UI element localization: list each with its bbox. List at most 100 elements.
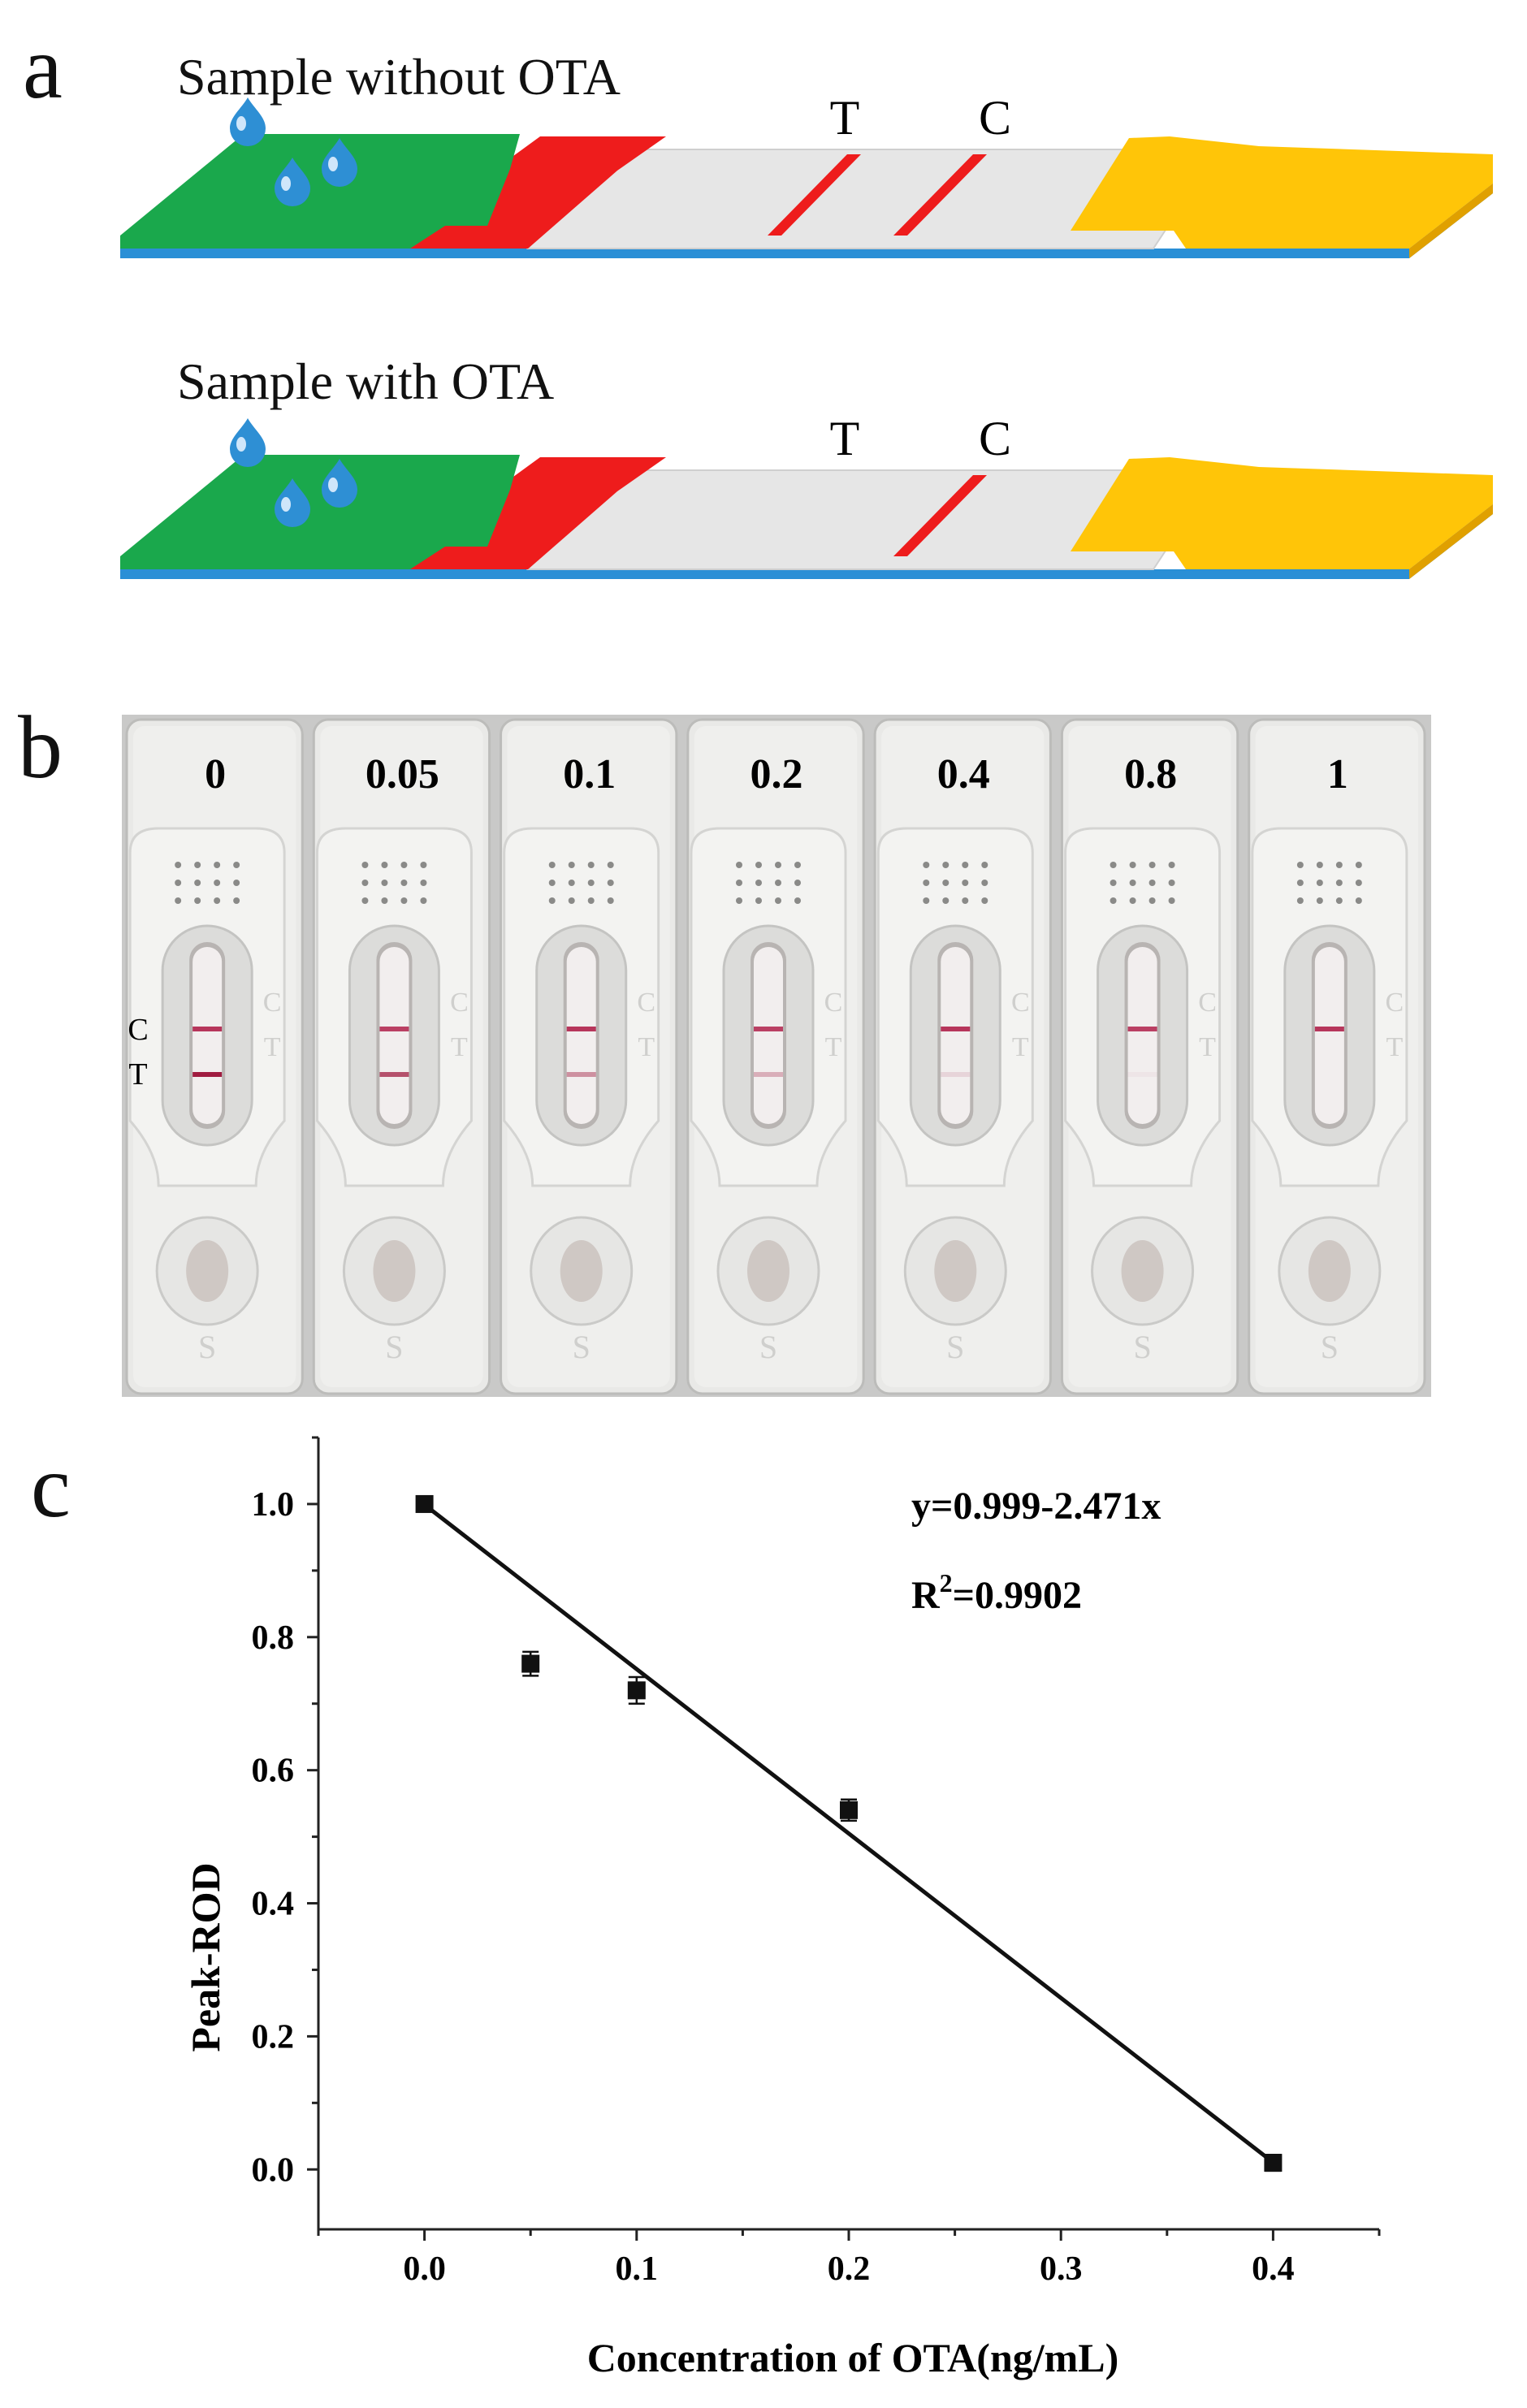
grip-dot [194, 897, 201, 904]
test-line-label: T [830, 412, 860, 465]
grip-dot [400, 880, 408, 886]
y-tick-label: 0.6 [252, 1753, 295, 1790]
concentration-label: 0.4 [937, 751, 990, 798]
sample-drop [322, 138, 357, 187]
grip-dot [923, 880, 930, 886]
grip-dot [1335, 880, 1343, 886]
grip-dot [794, 897, 801, 904]
grip-dot [755, 862, 762, 868]
absorbent-pad-edge [1409, 184, 1493, 258]
sample-drop-highlight [328, 478, 338, 492]
grip-dot [942, 897, 950, 904]
panel-c-chart: 0.0 0.2 0.4 0.6 0.8 1.0 0.0 0.1 0.2 0.3 0.4 y=0.99… [183, 1436, 1381, 2380]
grip-dot [1355, 897, 1362, 904]
x-tick-label: 0.2 [828, 2250, 871, 2288]
grip-dot [1129, 897, 1136, 904]
grip-dot [775, 897, 781, 904]
sample-drop [230, 97, 266, 146]
grip-dot [1296, 897, 1304, 904]
side-label-c: C [128, 1013, 148, 1047]
test-line-label: T [830, 91, 860, 145]
panel-a-letter: a [23, 18, 63, 117]
grip-dot [962, 897, 969, 904]
embossed-t-mark: T [451, 1032, 468, 1062]
grip-dot [981, 880, 988, 886]
grip-dot [361, 880, 369, 886]
data-point [415, 1494, 434, 1513]
grip-dot [214, 862, 221, 868]
cassette: 0.8 CT S [1060, 718, 1239, 1395]
grip-dot [400, 862, 408, 868]
grip-dot [1168, 897, 1175, 904]
x-axis-title: Concentration of OTA(ng/mL) [587, 2335, 1119, 2380]
grip-dot [1296, 880, 1304, 886]
grip-dot [568, 880, 575, 886]
grip-dot [214, 897, 221, 904]
embossed-c-mark: C [637, 988, 655, 1018]
y-tick-label: 0.2 [252, 2018, 295, 2056]
embossed-t-mark: T [264, 1032, 281, 1062]
cassette-test-line [754, 1072, 783, 1077]
grip-dot [194, 862, 201, 868]
data-point [1264, 2154, 1283, 2172]
cassette-test-line [566, 1072, 596, 1077]
y-tick-label: 0.4 [252, 1886, 295, 1923]
grip-dot [587, 897, 595, 904]
grip-dot [1355, 880, 1362, 886]
grip-dot [175, 897, 182, 904]
concentration-label: 0 [205, 751, 226, 798]
cassette-test-line [941, 1072, 971, 1077]
grip-dot [420, 897, 427, 904]
data-point [840, 1801, 858, 1819]
embossed-s-mark: S [198, 1329, 216, 1365]
backing-layer [120, 504, 1493, 579]
cassette: 0.4 CT S [873, 718, 1052, 1395]
grip-dot [1110, 880, 1117, 886]
grip-dot [400, 897, 408, 904]
grip-dot [175, 862, 182, 868]
embossed-s-mark: S [1133, 1329, 1151, 1365]
grip-dot [923, 862, 930, 868]
grip-dot [1316, 862, 1323, 868]
embossed-t-mark: T [1199, 1032, 1216, 1062]
grip-dot [175, 880, 182, 886]
grip-dot [1168, 862, 1175, 868]
absorbent-pad-edge [1409, 504, 1493, 579]
side-label-t: T [128, 1057, 147, 1092]
concentration-label: 0.05 [366, 751, 439, 798]
sample-well-inner [747, 1240, 789, 1302]
sample-well-inner [1308, 1240, 1351, 1302]
grip-dot [755, 880, 762, 886]
embossed-c-mark: C [450, 988, 469, 1018]
x-tick-label: 0.0 [403, 2250, 446, 2288]
grip-dot [736, 897, 742, 904]
sample-drop [322, 459, 357, 508]
grip-dot [607, 897, 614, 904]
sample-well-inner [373, 1240, 416, 1302]
cassette: 0.2 CT S [686, 718, 865, 1395]
grip-dot [1335, 862, 1343, 868]
y-tick-label: 0.8 [252, 1619, 295, 1657]
grip-dot [587, 880, 595, 886]
grip-dot [794, 880, 801, 886]
embossed-s-mark: S [759, 1329, 777, 1365]
embossed-t-mark: T [825, 1032, 842, 1062]
control-line [893, 154, 987, 236]
y-tick-label: 1.0 [252, 1486, 295, 1524]
grip-dot [607, 880, 614, 886]
grip-dot [775, 862, 781, 868]
control-line-label: C [979, 91, 1011, 145]
embossed-s-mark: S [573, 1329, 590, 1365]
grip-dot [548, 862, 556, 868]
grip-dot [607, 862, 614, 868]
cassette-control-line [941, 1027, 971, 1031]
embossed-c-mark: C [824, 988, 843, 1018]
sample-drop [274, 158, 310, 207]
cassette-control-line [754, 1027, 783, 1031]
grip-dot [962, 862, 969, 868]
grip-dot [981, 897, 988, 904]
grip-dot [1316, 880, 1323, 886]
grip-dot [568, 897, 575, 904]
grip-dot [1148, 897, 1156, 904]
control-line-label: C [979, 412, 1011, 465]
